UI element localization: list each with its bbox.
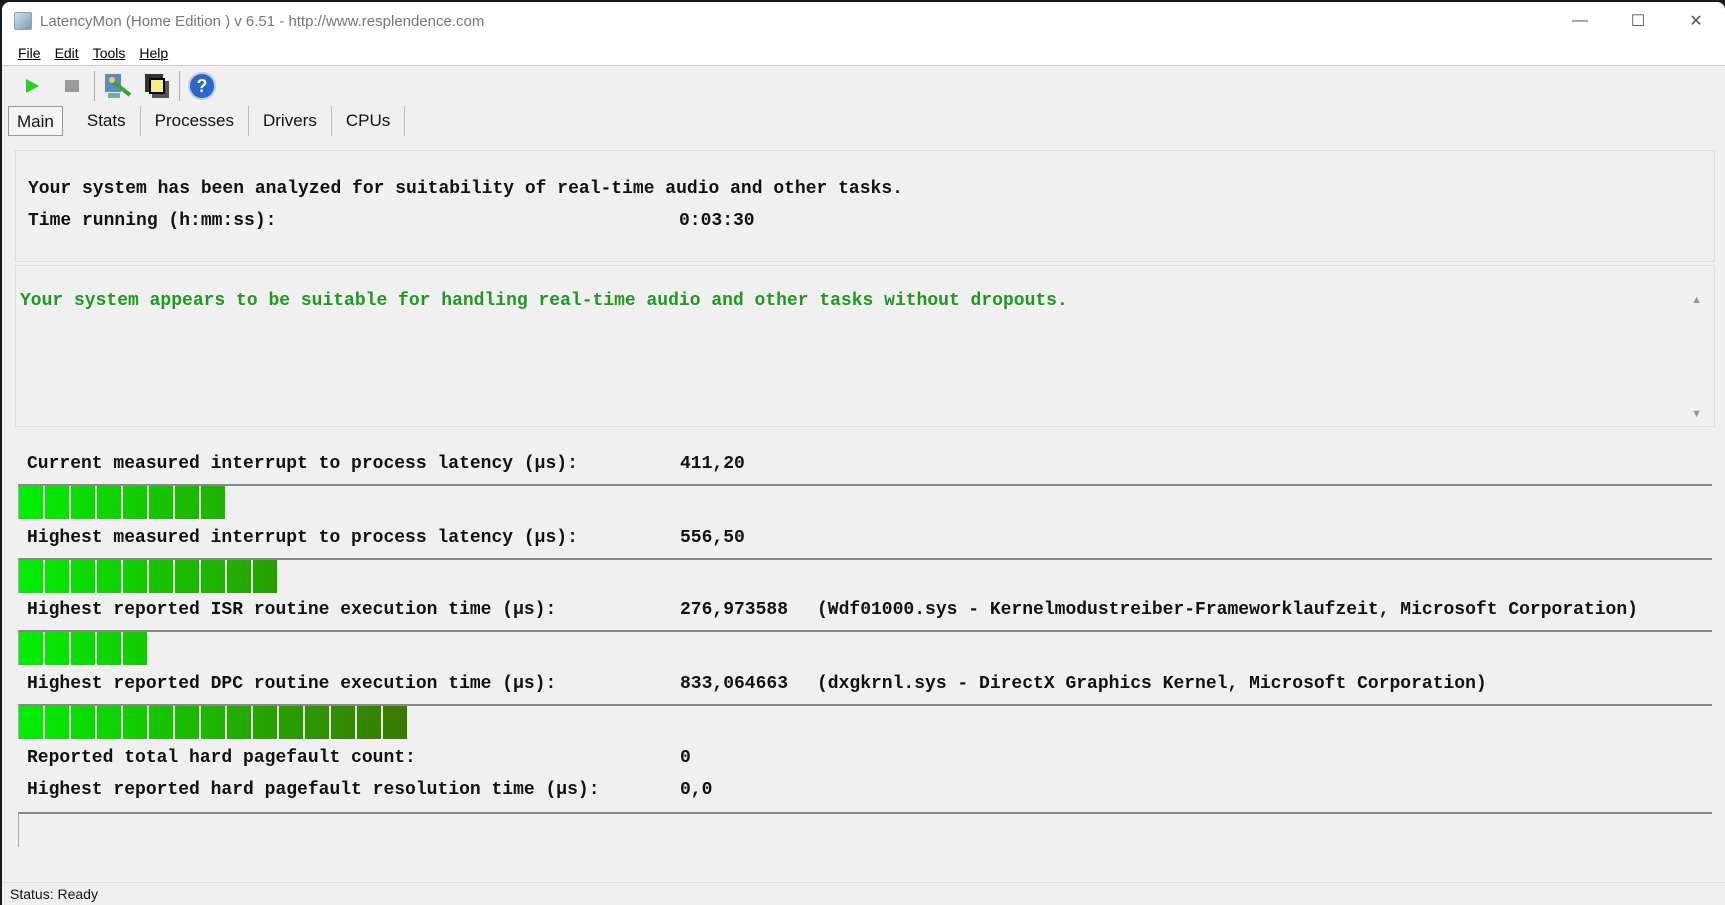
bar-segment	[305, 706, 331, 739]
bar-segment	[97, 560, 123, 593]
metric-value: 0,0	[680, 780, 713, 800]
metric-label: Highest reported DPC routine execution t…	[27, 674, 557, 694]
menu-tools[interactable]: Tools	[92, 44, 126, 61]
bar-segment	[149, 560, 175, 593]
tab-drivers[interactable]: Drivers	[249, 106, 332, 136]
bar-segment	[45, 486, 71, 519]
tools-icon	[105, 74, 132, 98]
bar-segment	[71, 560, 97, 593]
bar-segment	[175, 486, 201, 519]
bar-segment	[175, 560, 201, 593]
scroll-up-icon[interactable]: ▲	[1691, 294, 1702, 306]
title-bar: LatencyMon (Home Edition ) v 6.51 - http…	[2, 2, 1725, 40]
bar-segment	[253, 560, 279, 593]
toolbar: ?	[12, 68, 222, 104]
tab-cpus[interactable]: CPUs	[332, 106, 406, 136]
metric-value: 0	[680, 748, 691, 768]
bar-segment	[253, 706, 279, 739]
bar-segment	[149, 486, 175, 519]
tab-main[interactable]: Main	[8, 106, 63, 136]
maximize-button[interactable]: ☐	[1630, 13, 1646, 30]
bar-segment	[383, 706, 409, 739]
time-running-label: Time running (h:mm:ss):	[28, 211, 277, 231]
bar-segment	[201, 486, 227, 519]
bar-segment	[19, 560, 45, 593]
bar-segment	[175, 706, 201, 739]
tab-processes[interactable]: Processes	[141, 106, 249, 136]
metric-detail: (dxgkrnl.sys - DirectX Graphics Kernel, …	[817, 674, 1487, 694]
help-icon: ?	[188, 72, 216, 100]
toolbar-separator	[179, 71, 180, 101]
bar-segment	[45, 560, 71, 593]
bar-segment	[227, 560, 253, 593]
metric-label: Highest reported hard pagefault resoluti…	[27, 780, 600, 800]
window-title: LatencyMon (Home Edition ) v 6.51 - http…	[40, 12, 485, 30]
bar-segment	[123, 632, 149, 665]
bar-segment	[97, 632, 123, 665]
bar-segment	[45, 706, 71, 739]
metric-detail: (Wdf01000.sys - Kernelmodustreiber-Frame…	[817, 600, 1638, 620]
stop-button[interactable]	[52, 69, 92, 103]
bar-segment	[45, 632, 71, 665]
bar-segment	[19, 706, 45, 739]
toolbar-separator	[94, 71, 95, 101]
metrics-panel: Current measured interrupt to process la…	[15, 430, 1715, 880]
metric-label: Highest reported ISR routine execution t…	[27, 600, 557, 620]
bar-segment	[357, 706, 383, 739]
bar-segment	[71, 632, 97, 665]
bar-segment	[71, 486, 97, 519]
metric-value: 833,064663	[680, 674, 789, 694]
menu-edit[interactable]: Edit	[54, 44, 79, 61]
verdict-text: Your system appears to be suitable for h…	[20, 291, 1068, 311]
windows-button[interactable]	[137, 69, 177, 103]
minimize-button[interactable]: —	[1572, 12, 1588, 29]
latency-bar	[18, 630, 1712, 665]
bar-segment	[331, 706, 357, 739]
metric-label: Highest measured interrupt to process la…	[27, 528, 578, 548]
bar-segment	[279, 706, 305, 739]
scroll-down-icon[interactable]: ▼	[1691, 408, 1702, 420]
summary-text: Your system has been analyzed for suitab…	[28, 179, 903, 199]
tools-button[interactable]	[97, 69, 137, 103]
metric-label: Reported total hard pagefault count:	[27, 748, 416, 768]
bar-segment	[123, 486, 149, 519]
time-running-value: 0:03:30	[679, 211, 755, 231]
metric-value: 556,50	[680, 528, 745, 548]
tab-bar: Main Stats Processes Drivers CPUs	[8, 105, 406, 137]
bar-segment	[71, 706, 97, 739]
menu-bar: File Edit Tools Help	[2, 40, 1725, 66]
menu-file[interactable]: File	[18, 44, 41, 61]
close-button[interactable]: ✕	[1689, 13, 1703, 30]
app-icon	[14, 12, 32, 30]
bar-segment	[123, 560, 149, 593]
svg-text:?: ?	[197, 76, 208, 96]
tab-stats[interactable]: Stats	[73, 106, 141, 136]
metric-value: 411,20	[680, 454, 745, 474]
metric-value: 276,973588	[680, 600, 789, 620]
bar-segment	[149, 706, 175, 739]
metric-label: Current measured interrupt to process la…	[27, 454, 578, 474]
bar-segment	[201, 560, 227, 593]
bar-segment	[97, 486, 123, 519]
verdict-panel: Your system appears to be suitable for h…	[15, 265, 1715, 427]
bar-segment	[19, 486, 45, 519]
help-button[interactable]: ?	[182, 69, 222, 103]
bar-segment	[97, 706, 123, 739]
play-button[interactable]	[12, 69, 52, 103]
bar-segment	[19, 632, 45, 665]
summary-panel: Your system has been analyzed for suitab…	[15, 150, 1715, 262]
status-bar: Status: Ready	[2, 882, 1725, 905]
bar-segment	[123, 706, 149, 739]
bar-segment	[201, 706, 227, 739]
latency-bar	[18, 704, 1712, 739]
play-icon	[26, 79, 39, 93]
bar-segment	[227, 706, 253, 739]
latency-bar	[18, 558, 1712, 593]
menu-help[interactable]: Help	[139, 44, 169, 61]
latency-bar	[18, 484, 1712, 519]
latency-bar	[18, 812, 1712, 847]
stop-icon	[65, 80, 79, 92]
windows-icon	[145, 74, 169, 98]
